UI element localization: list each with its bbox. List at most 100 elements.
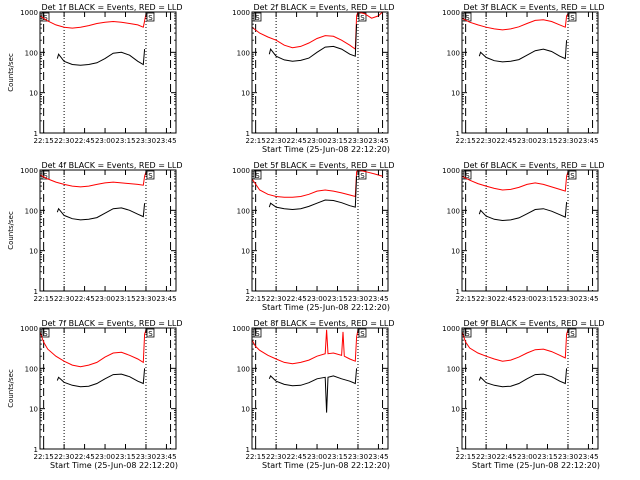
x-tick-label: 22:15 — [246, 295, 266, 303]
events-series-line — [56, 49, 146, 66]
y-tick-label: 1000 — [232, 167, 250, 175]
events-series-line — [56, 203, 146, 221]
y-tick-label: 1000 — [20, 167, 38, 175]
y-tick-label: 1 — [246, 130, 250, 138]
x-tick-label: 23:15 — [537, 137, 557, 145]
x-tick-label: 22:45 — [286, 295, 306, 303]
x-tick-label: 23:15 — [115, 453, 135, 461]
y-tick-label: 100 — [237, 365, 250, 373]
y-tick-label: 1 — [456, 130, 460, 138]
x-tick-label: 23:15 — [327, 295, 347, 303]
y-tick-label: 10 — [29, 90, 38, 98]
events-series-line — [478, 368, 568, 388]
detector-panel: Det 8f BLACK = Events, RED = LLD Start Ti… — [232, 319, 394, 470]
marker-box — [41, 170, 50, 180]
marker-box — [146, 12, 155, 22]
marker-box — [253, 328, 262, 338]
y-tick-label: 10 — [451, 406, 460, 414]
marker-label: S — [465, 330, 470, 338]
x-tick-label: 23:30 — [558, 137, 578, 145]
marker-box — [146, 170, 155, 180]
x-axis-label: Start Time (25-Jun-08 22:12:20) — [50, 461, 178, 470]
panel-title: Det 5f BLACK = Events, RED = LLD — [253, 161, 394, 170]
x-tick-label: 23:15 — [115, 295, 135, 303]
y-tick-label: 100 — [447, 49, 460, 57]
x-tick-label: 23:30 — [348, 453, 368, 461]
plot-frame — [461, 169, 599, 292]
x-tick-label: 23:15 — [115, 137, 135, 145]
marker-label: S — [360, 14, 365, 22]
x-tick-label: 22:45 — [286, 137, 306, 145]
x-tick-label: 22:30 — [54, 453, 74, 461]
marker-label: S — [148, 172, 153, 180]
x-tick-label: 22:30 — [476, 295, 496, 303]
plot-frame — [39, 327, 177, 450]
x-tick-label: 23:00 — [517, 453, 537, 461]
x-tick-label: 23:00 — [517, 295, 537, 303]
y-tick-label: 1000 — [20, 325, 38, 333]
x-tick-label: 22:30 — [266, 295, 286, 303]
y-tick-label: 10 — [451, 90, 460, 98]
x-axis-label: Start Time (25-Jun-08 22:12:20) — [472, 461, 600, 470]
y-tick-label: 1000 — [442, 325, 460, 333]
marker-label: S — [255, 330, 260, 338]
x-tick-label: 23:00 — [307, 453, 327, 461]
x-tick-label: 23:30 — [348, 137, 368, 145]
y-tick-label: 100 — [25, 49, 38, 57]
x-tick-label: 23:15 — [327, 137, 347, 145]
plot-frame — [251, 11, 389, 134]
events-series-line — [478, 40, 568, 63]
x-axis-label: Start Time (25-Jun-08 22:12:20) — [262, 461, 390, 470]
y-tick-label: 1000 — [442, 9, 460, 17]
panel-title: Det 6f BLACK = Events, RED = LLD — [463, 161, 604, 170]
lld-series-line — [461, 13, 569, 31]
x-tick-label: 23:15 — [537, 295, 557, 303]
marker-label: S — [570, 172, 575, 180]
x-tick-label: 22:45 — [496, 295, 516, 303]
panel-title: Det 2f BLACK = Events, RED = LLD — [253, 3, 394, 12]
y-tick-label: 100 — [447, 207, 460, 215]
marker-box — [568, 328, 577, 338]
panel-title: Det 9f BLACK = Events, RED = LLD — [463, 319, 604, 328]
events-series-line — [268, 176, 358, 211]
marker-label: S — [255, 14, 260, 22]
x-tick-label: 23:15 — [537, 453, 557, 461]
x-tick-label: 22:15 — [456, 453, 476, 461]
y-axis-label: Counts/sec — [7, 53, 15, 92]
y-tick-label: 1000 — [442, 167, 460, 175]
lld-series-line — [461, 329, 569, 362]
plot-frame — [251, 169, 389, 292]
x-tick-label: 22:30 — [266, 137, 286, 145]
x-tick-label: 22:15 — [34, 137, 54, 145]
marker-box — [358, 328, 367, 338]
marker-box — [253, 12, 262, 22]
x-tick-label: 23:30 — [348, 295, 368, 303]
y-tick-label: 100 — [25, 207, 38, 215]
events-series-line — [478, 202, 568, 222]
detector-panel: Det 6f BLACK = Events, RED = LLD S S 1 10 100… — [442, 161, 604, 303]
x-tick-label: 22:15 — [34, 453, 54, 461]
x-tick-label: 23:45 — [578, 453, 598, 461]
x-tick-label: 23:00 — [307, 137, 327, 145]
detector-panel: Det 7f BLACK = Events, RED = LLD Counts/s… — [7, 319, 183, 470]
marker-label: S — [465, 14, 470, 22]
x-tick-label: 23:30 — [558, 295, 578, 303]
detector-panel: Det 3f BLACK = Events, RED = LLD S S 1 10 100… — [442, 3, 604, 145]
marker-label: S — [570, 330, 575, 338]
y-tick-label: 1 — [246, 446, 250, 454]
x-tick-label: 22:15 — [246, 453, 266, 461]
x-tick-label: 23:30 — [136, 295, 156, 303]
x-tick-label: 23:30 — [136, 137, 156, 145]
x-tick-label: 22:45 — [496, 453, 516, 461]
y-tick-label: 100 — [237, 207, 250, 215]
y-tick-label: 10 — [29, 406, 38, 414]
y-tick-label: 100 — [447, 365, 460, 373]
detector-panel: Det 4f BLACK = Events, RED = LLD Counts/s… — [7, 161, 183, 303]
lld-series-line — [461, 171, 569, 192]
panel-title: Det 8f BLACK = Events, RED = LLD — [253, 319, 394, 328]
marker-box — [568, 12, 577, 22]
panel-title: Det 4f BLACK = Events, RED = LLD — [41, 161, 182, 170]
lld-series-line — [39, 171, 147, 188]
y-tick-label: 1 — [34, 288, 38, 296]
